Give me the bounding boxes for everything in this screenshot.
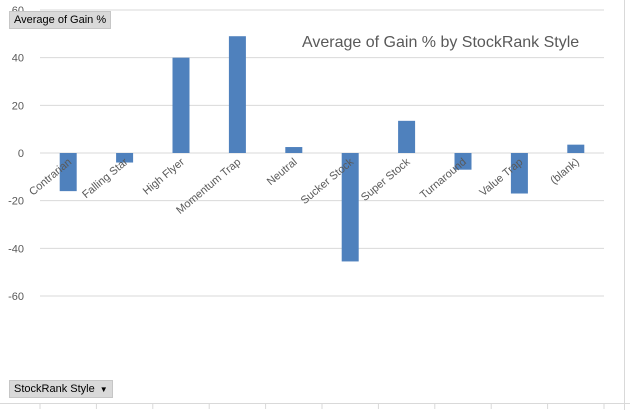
y-tick-label: 20 bbox=[12, 100, 24, 112]
bar bbox=[285, 147, 303, 153]
values-field-button[interactable]: Average of Gain % bbox=[9, 11, 112, 29]
category-label: Super Stock bbox=[359, 156, 413, 204]
category-label: High Flyer bbox=[141, 156, 187, 198]
bar bbox=[116, 153, 134, 163]
bar bbox=[398, 120, 416, 153]
y-tick-label: -20 bbox=[8, 196, 24, 208]
bars bbox=[59, 36, 585, 262]
bar bbox=[510, 153, 528, 194]
y-axis: 6040200-20-40-60 bbox=[8, 5, 24, 303]
y-tick-label: -40 bbox=[8, 243, 24, 255]
category-label: Turnaround bbox=[418, 156, 469, 201]
x-axis: Contrarian Falling Star High FlyerMomentum… bbox=[27, 156, 582, 217]
bottom-frame-border bbox=[0, 403, 630, 404]
bar bbox=[341, 153, 359, 262]
bar bbox=[567, 144, 585, 153]
bar bbox=[59, 153, 77, 192]
axis-field-button[interactable]: StockRank Style ▼ bbox=[9, 380, 113, 398]
category-label: Falling Star bbox=[80, 156, 131, 201]
dropdown-arrow-icon[interactable]: ▼ bbox=[99, 385, 108, 394]
category-label: Neutral bbox=[265, 156, 300, 188]
chart-title: Average of Gain % by StockRank Style bbox=[302, 34, 579, 51]
y-tick-label: 0 bbox=[18, 148, 24, 160]
y-tick-label: 40 bbox=[12, 53, 24, 65]
bar bbox=[454, 153, 472, 170]
category-label: (blank) bbox=[548, 156, 581, 187]
right-frame-border bbox=[624, 0, 625, 410]
bar bbox=[228, 36, 246, 153]
y-tick-label: -60 bbox=[8, 291, 24, 303]
gridlines bbox=[39, 9, 605, 409]
bar bbox=[172, 57, 190, 153]
values-field-label: Average of Gain % bbox=[14, 14, 107, 26]
axis-field-label: StockRank Style bbox=[14, 383, 95, 395]
